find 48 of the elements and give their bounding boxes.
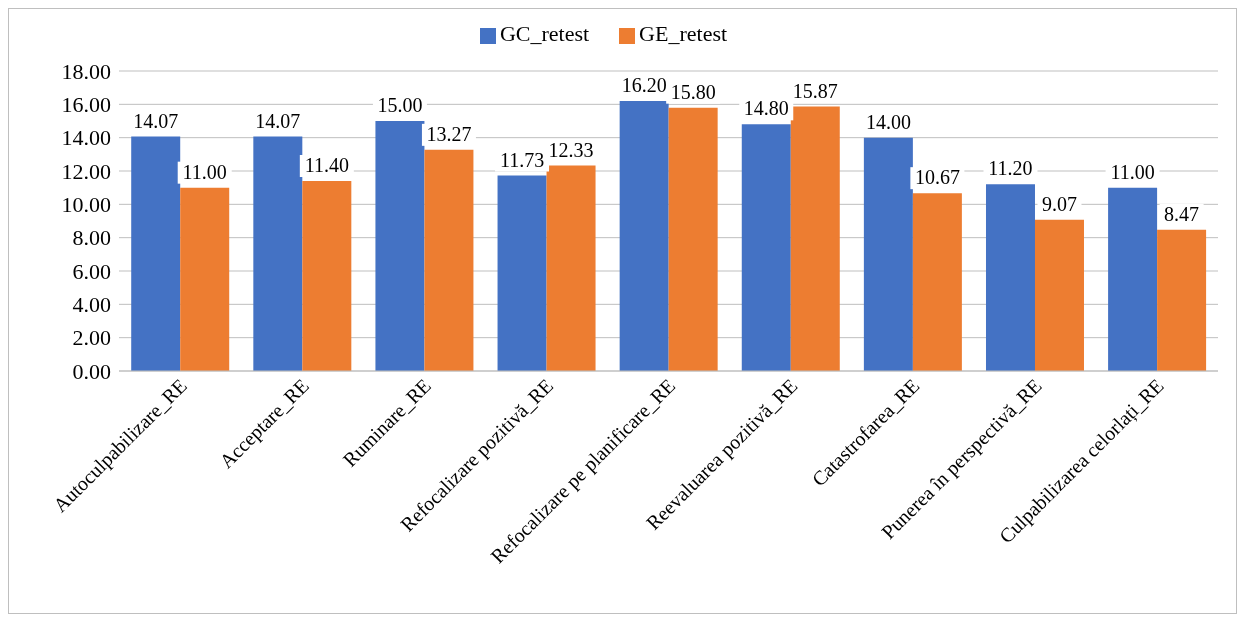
y-tick-label: 14.00 bbox=[61, 125, 111, 151]
data-label: 11.20 bbox=[988, 157, 1033, 180]
data-label: 14.07 bbox=[255, 109, 301, 132]
data-label: 15.87 bbox=[792, 79, 838, 102]
y-tick-label: 18.00 bbox=[61, 58, 111, 84]
y-tick-label: 2.00 bbox=[72, 325, 111, 351]
bar bbox=[375, 121, 425, 371]
data-label: 11.00 bbox=[1110, 160, 1155, 183]
y-tick-label: 16.00 bbox=[61, 92, 111, 118]
y-tick-label: 4.00 bbox=[72, 292, 111, 318]
bar bbox=[546, 165, 596, 371]
data-label: 11.40 bbox=[304, 154, 349, 176]
data-label: 14.00 bbox=[865, 110, 911, 133]
data-label: 15.00 bbox=[377, 94, 423, 116]
bar bbox=[253, 136, 303, 371]
data-label: 16.20 bbox=[621, 74, 667, 96]
y-tick-label: 8.00 bbox=[72, 225, 111, 251]
bar bbox=[1034, 219, 1084, 371]
bar bbox=[668, 107, 718, 371]
bar bbox=[741, 124, 791, 371]
bar bbox=[1157, 229, 1207, 371]
bar bbox=[302, 181, 352, 371]
bar bbox=[912, 193, 962, 371]
y-tick-label: 12.00 bbox=[61, 158, 111, 184]
bar bbox=[424, 149, 474, 371]
bar bbox=[497, 175, 547, 371]
data-label: 11.00 bbox=[182, 160, 227, 183]
data-label: 11.73 bbox=[499, 148, 545, 171]
data-label: 10.67 bbox=[914, 166, 960, 189]
bar bbox=[863, 137, 913, 371]
data-label: 15.80 bbox=[670, 80, 716, 103]
legend-label: GC_retest bbox=[499, 21, 590, 46]
data-label: 14.80 bbox=[743, 97, 789, 120]
data-label: 14.07 bbox=[133, 109, 179, 132]
bar bbox=[131, 136, 181, 371]
data-label: 13.27 bbox=[426, 122, 472, 145]
bar bbox=[790, 106, 840, 371]
y-tick-label: 6.00 bbox=[72, 258, 111, 284]
bar bbox=[985, 184, 1035, 371]
bar bbox=[1108, 187, 1158, 371]
data-label: 8.47 bbox=[1164, 202, 1200, 225]
data-label: 12.33 bbox=[548, 138, 594, 161]
data-label: 9.07 bbox=[1041, 192, 1077, 215]
legend-label: GE_retest bbox=[639, 21, 728, 46]
y-tick-label: 0.00 bbox=[72, 358, 111, 384]
y-tick-label: 10.00 bbox=[61, 192, 111, 218]
bar bbox=[619, 101, 669, 371]
bar bbox=[180, 187, 230, 371]
